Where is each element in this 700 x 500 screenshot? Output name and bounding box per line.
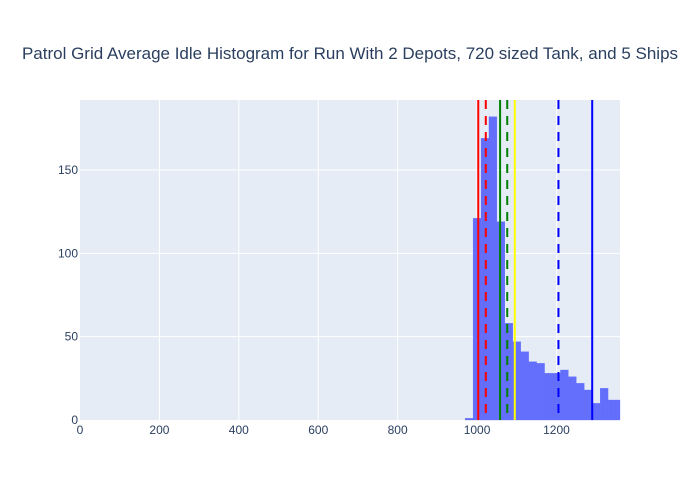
histogram-bar: [603, 388, 609, 421]
histogram-bar: [548, 373, 553, 421]
reference-lines: [477, 100, 594, 420]
y-tick-label: 0: [71, 413, 78, 427]
histogram-bar: [564, 369, 569, 421]
histogram-bar: [544, 373, 549, 421]
x-tick-label: 800: [388, 423, 408, 437]
histogram-bar: [536, 363, 541, 421]
histogram-bar: [480, 138, 486, 421]
histogram-bar: [607, 399, 613, 421]
histogram-bar: [611, 399, 617, 421]
x-tick-label: 1000: [464, 423, 491, 437]
histogram-bar: [584, 389, 589, 421]
histogram-bar: [468, 418, 474, 421]
histogram-bar: [516, 341, 521, 421]
grid-lines: [80, 100, 620, 420]
histogram-bar: [568, 376, 573, 421]
x-tick-label: 1200: [543, 423, 570, 437]
histogram-bar: [488, 116, 494, 421]
histogram-bar: [580, 383, 585, 421]
histogram-bar: [615, 399, 621, 421]
histogram-bar: [472, 218, 478, 421]
x-tick-label: 0: [77, 423, 84, 437]
histogram-bar: [520, 351, 525, 421]
histogram-bar: [552, 373, 557, 421]
histogram-bar: [532, 361, 537, 421]
histogram-bars: [464, 116, 621, 421]
histogram-bar: [599, 388, 605, 421]
x-tick-label: 400: [229, 423, 249, 437]
histogram-bar: [540, 363, 545, 421]
histogram-bar: [560, 369, 565, 421]
x-tick-label: 600: [308, 423, 328, 437]
histogram-bar: [508, 323, 513, 421]
histogram-bar: [528, 361, 533, 421]
y-tick-label: 100: [58, 246, 78, 260]
y-tick-label: 50: [65, 330, 79, 344]
histogram-bar: [524, 351, 529, 421]
histogram-bar: [576, 383, 581, 421]
histogram-bar: [500, 221, 506, 421]
histogram-bar: [464, 418, 470, 421]
chart-title: Patrol Grid Average Idle Histogram for R…: [21, 44, 679, 63]
y-tick-label: 150: [58, 163, 78, 177]
histogram-bar: [492, 116, 498, 421]
x-axis-ticks: 0 200 400 600 800 1000 1200: [77, 423, 570, 437]
histogram-bar: [572, 376, 577, 421]
y-axis-ticks: 0 50 100 150: [58, 163, 78, 427]
histogram-bar: [596, 403, 601, 421]
x-tick-label: 200: [149, 423, 169, 437]
